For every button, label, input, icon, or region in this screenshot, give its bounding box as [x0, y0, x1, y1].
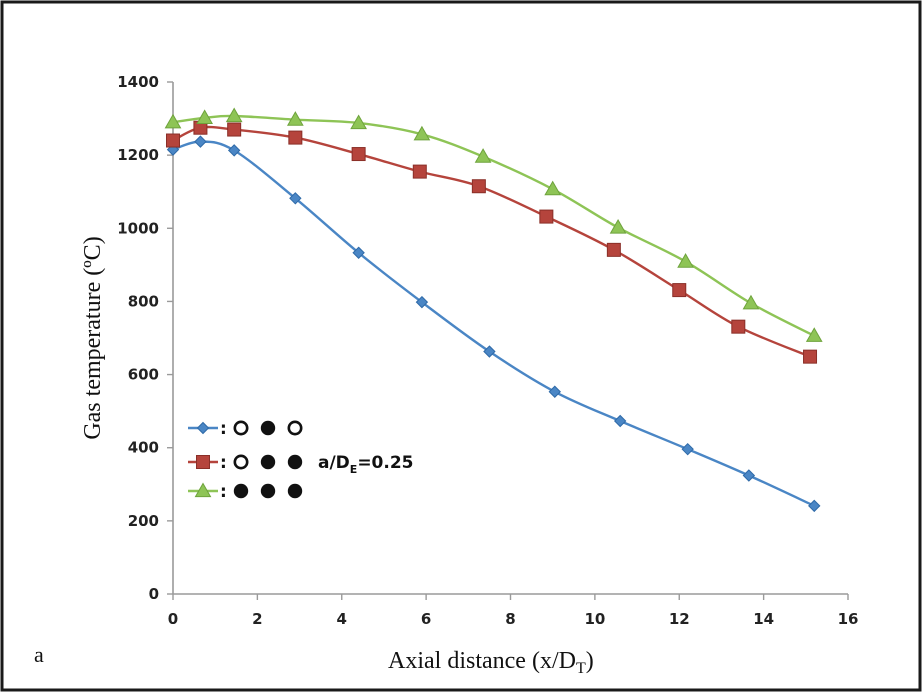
open-circle-icon [287, 420, 303, 436]
x-axis-title-end: ) [586, 648, 594, 674]
data-point [539, 209, 554, 224]
data-point [731, 319, 746, 334]
data-point [474, 148, 492, 163]
data-point [225, 107, 243, 123]
data-point [227, 122, 242, 137]
x-tick-label: 12 [669, 610, 690, 628]
x-tick-label: 2 [252, 610, 262, 628]
y-tick-label: 600 [128, 366, 159, 384]
legend-marker [194, 482, 212, 498]
x-axis-title-sub: T [576, 660, 586, 677]
annotation-end: =0.25 [357, 453, 413, 473]
x-axis-title: Axial distance (x/DT) [388, 648, 594, 677]
x-tick-label: 8 [505, 610, 515, 628]
data-point [413, 125, 431, 141]
series-diamond [166, 135, 821, 513]
data-point [227, 144, 241, 157]
y-tick-label: 1000 [117, 219, 159, 237]
data-point [808, 499, 821, 513]
data-point [672, 283, 687, 298]
y-tick-label: 1400 [117, 73, 159, 91]
y-ticks: 0 200 400 600 800 1000 1200 1400 [117, 73, 173, 603]
data-point [194, 135, 207, 148]
legend-separator: : [220, 453, 227, 473]
data-point [742, 469, 756, 482]
data-point [166, 133, 180, 148]
legend-separator: : [220, 482, 227, 502]
x-tick-label: 6 [421, 610, 431, 628]
annotation-main: a/D [318, 453, 350, 473]
legend-marker [196, 455, 210, 469]
data-point [351, 147, 366, 162]
y-tick-label: 0 [149, 585, 159, 603]
series-square [166, 120, 818, 364]
data-point [471, 179, 486, 194]
data-point [613, 414, 627, 428]
data-point [352, 246, 365, 259]
data-point [164, 113, 182, 129]
data-point [609, 219, 627, 234]
open-circle-icon [233, 420, 249, 436]
data-point [415, 295, 429, 309]
x-tick-label: 10 [584, 610, 605, 628]
data-point [483, 345, 496, 358]
filled-circle-icon [260, 483, 276, 499]
y-tick-label: 400 [128, 439, 159, 457]
annotation-sub: E [350, 463, 358, 476]
filled-circle-icon [287, 483, 303, 499]
y-tick-label: 1200 [117, 146, 159, 164]
filled-circle-icon [260, 454, 276, 470]
data-point [286, 111, 304, 126]
x-ticks: 0 2 4 6 8 10 12 14 16 [168, 594, 859, 628]
panel-label: a [34, 642, 44, 667]
legend-marker [196, 421, 210, 435]
y-tick-label: 200 [128, 512, 159, 530]
legend-entry: : [188, 482, 303, 502]
x-tick-label: 0 [168, 610, 178, 628]
series-layer [164, 107, 823, 513]
data-point [803, 349, 818, 364]
x-tick-label: 4 [337, 610, 347, 628]
filled-circle-icon [260, 420, 276, 436]
legend-separator: : [220, 419, 227, 439]
data-point [548, 385, 562, 398]
data-point [288, 130, 303, 145]
annotation-text: a/DE=0.25 [318, 453, 414, 476]
data-point [544, 180, 562, 196]
open-circle-icon [233, 454, 249, 470]
data-point [606, 242, 621, 257]
series-triangle [164, 107, 823, 342]
data-point [412, 164, 427, 179]
data-point [742, 294, 760, 310]
legend-entry: : [188, 419, 303, 439]
data-point [681, 442, 694, 456]
data-point [289, 192, 302, 205]
filled-circle-icon [287, 454, 303, 470]
data-point [350, 114, 367, 130]
data-point [677, 253, 694, 268]
filled-circle-icon [233, 483, 249, 499]
legend: ::: [188, 419, 303, 502]
data-point [196, 109, 214, 124]
data-point [805, 327, 823, 342]
y-axis-title: Gas temperature (ºC) [80, 236, 106, 439]
x-tick-label: 14 [753, 610, 774, 628]
x-axis-title-main: Axial distance (x/D [388, 648, 576, 674]
legend-entry: : [188, 453, 303, 473]
y-tick-label: 800 [128, 292, 159, 310]
x-tick-label: 16 [838, 610, 859, 628]
